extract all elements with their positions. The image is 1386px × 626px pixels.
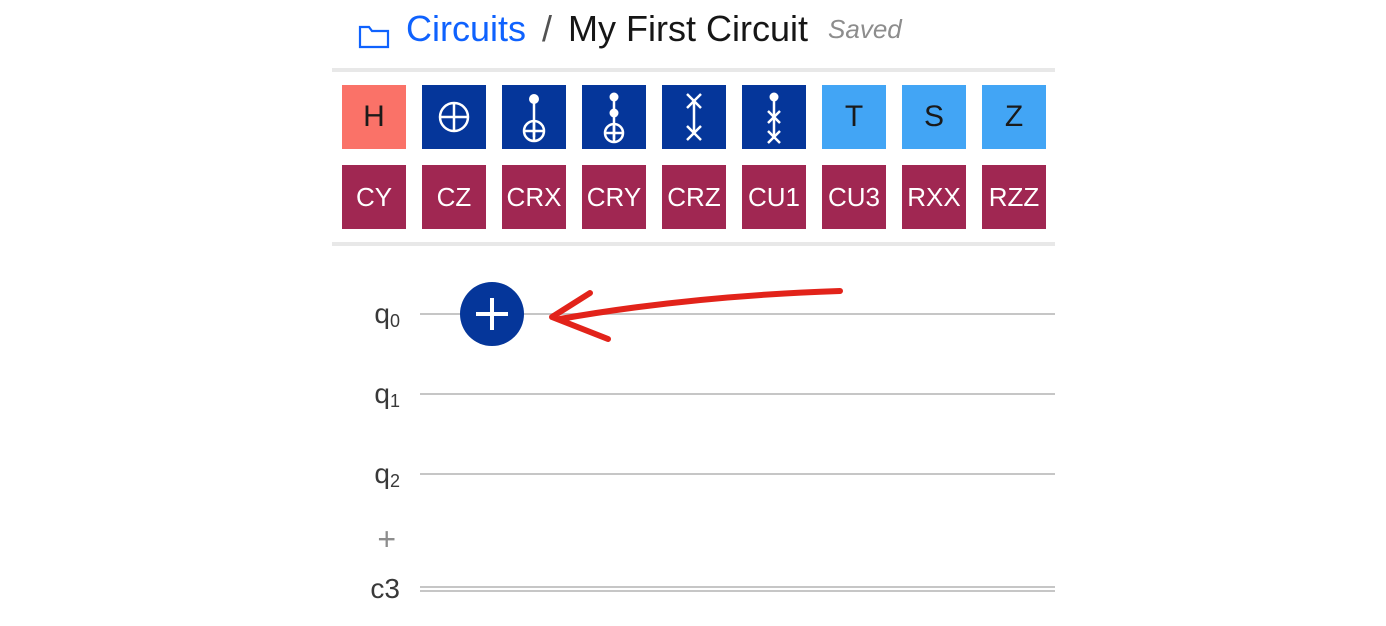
qubit-row: q0 — [332, 274, 1055, 354]
breadcrumb-separator: / — [542, 8, 552, 50]
breadcrumb-circuits-link[interactable]: Circuits — [406, 8, 526, 50]
qubit-row: q1 — [332, 354, 1055, 434]
gate-cu1[interactable]: CU1 — [742, 165, 806, 229]
qubit-label: q1 — [332, 378, 420, 410]
gate-rzz[interactable]: RZZ — [982, 165, 1046, 229]
gate-cu3[interactable]: CU3 — [822, 165, 886, 229]
breadcrumb: Circuits / My First Circuit Saved — [332, 8, 1055, 50]
folder-icon — [358, 16, 390, 42]
gate-not[interactable] — [422, 85, 486, 149]
gate-cnot[interactable] — [502, 85, 566, 149]
qubit-label: q0 — [332, 298, 420, 330]
gate-toffoli[interactable] — [582, 85, 646, 149]
gate-crz[interactable]: CRZ — [662, 165, 726, 229]
gate-h[interactable]: H — [342, 85, 406, 149]
gate-rxx[interactable]: RXX — [902, 165, 966, 229]
gate-cry[interactable]: CRY — [582, 165, 646, 229]
save-status: Saved — [828, 14, 902, 45]
gate-s[interactable]: S — [902, 85, 966, 149]
qubit-row: q2 — [332, 434, 1055, 514]
gate-crx[interactable]: CRX — [502, 165, 566, 229]
circuit-canvas: q0 q1 q2 + c3 — [332, 246, 1055, 614]
gate-cswap[interactable] — [742, 85, 806, 149]
qubit-label: q2 — [332, 458, 420, 490]
gate-t[interactable]: T — [822, 85, 886, 149]
classical-row: c3 — [332, 564, 1055, 614]
classical-wire[interactable] — [420, 586, 1055, 592]
qubit-wire[interactable] — [420, 313, 1055, 315]
qubit-wire[interactable] — [420, 393, 1055, 395]
add-qubit-button[interactable]: + — [332, 521, 420, 558]
gate-cz[interactable]: CZ — [422, 165, 486, 229]
gate-cy[interactable]: CY — [342, 165, 406, 229]
classical-label: c3 — [332, 573, 420, 605]
gate-swap[interactable] — [662, 85, 726, 149]
qubit-wire[interactable] — [420, 473, 1055, 475]
gate-palette: H TSZ CYCZCRXCRYCRZCU1CU3RXXRZZ — [332, 72, 1055, 242]
gate-z[interactable]: Z — [982, 85, 1046, 149]
placed-gate-not[interactable] — [460, 282, 524, 346]
breadcrumb-current: My First Circuit — [568, 8, 808, 50]
